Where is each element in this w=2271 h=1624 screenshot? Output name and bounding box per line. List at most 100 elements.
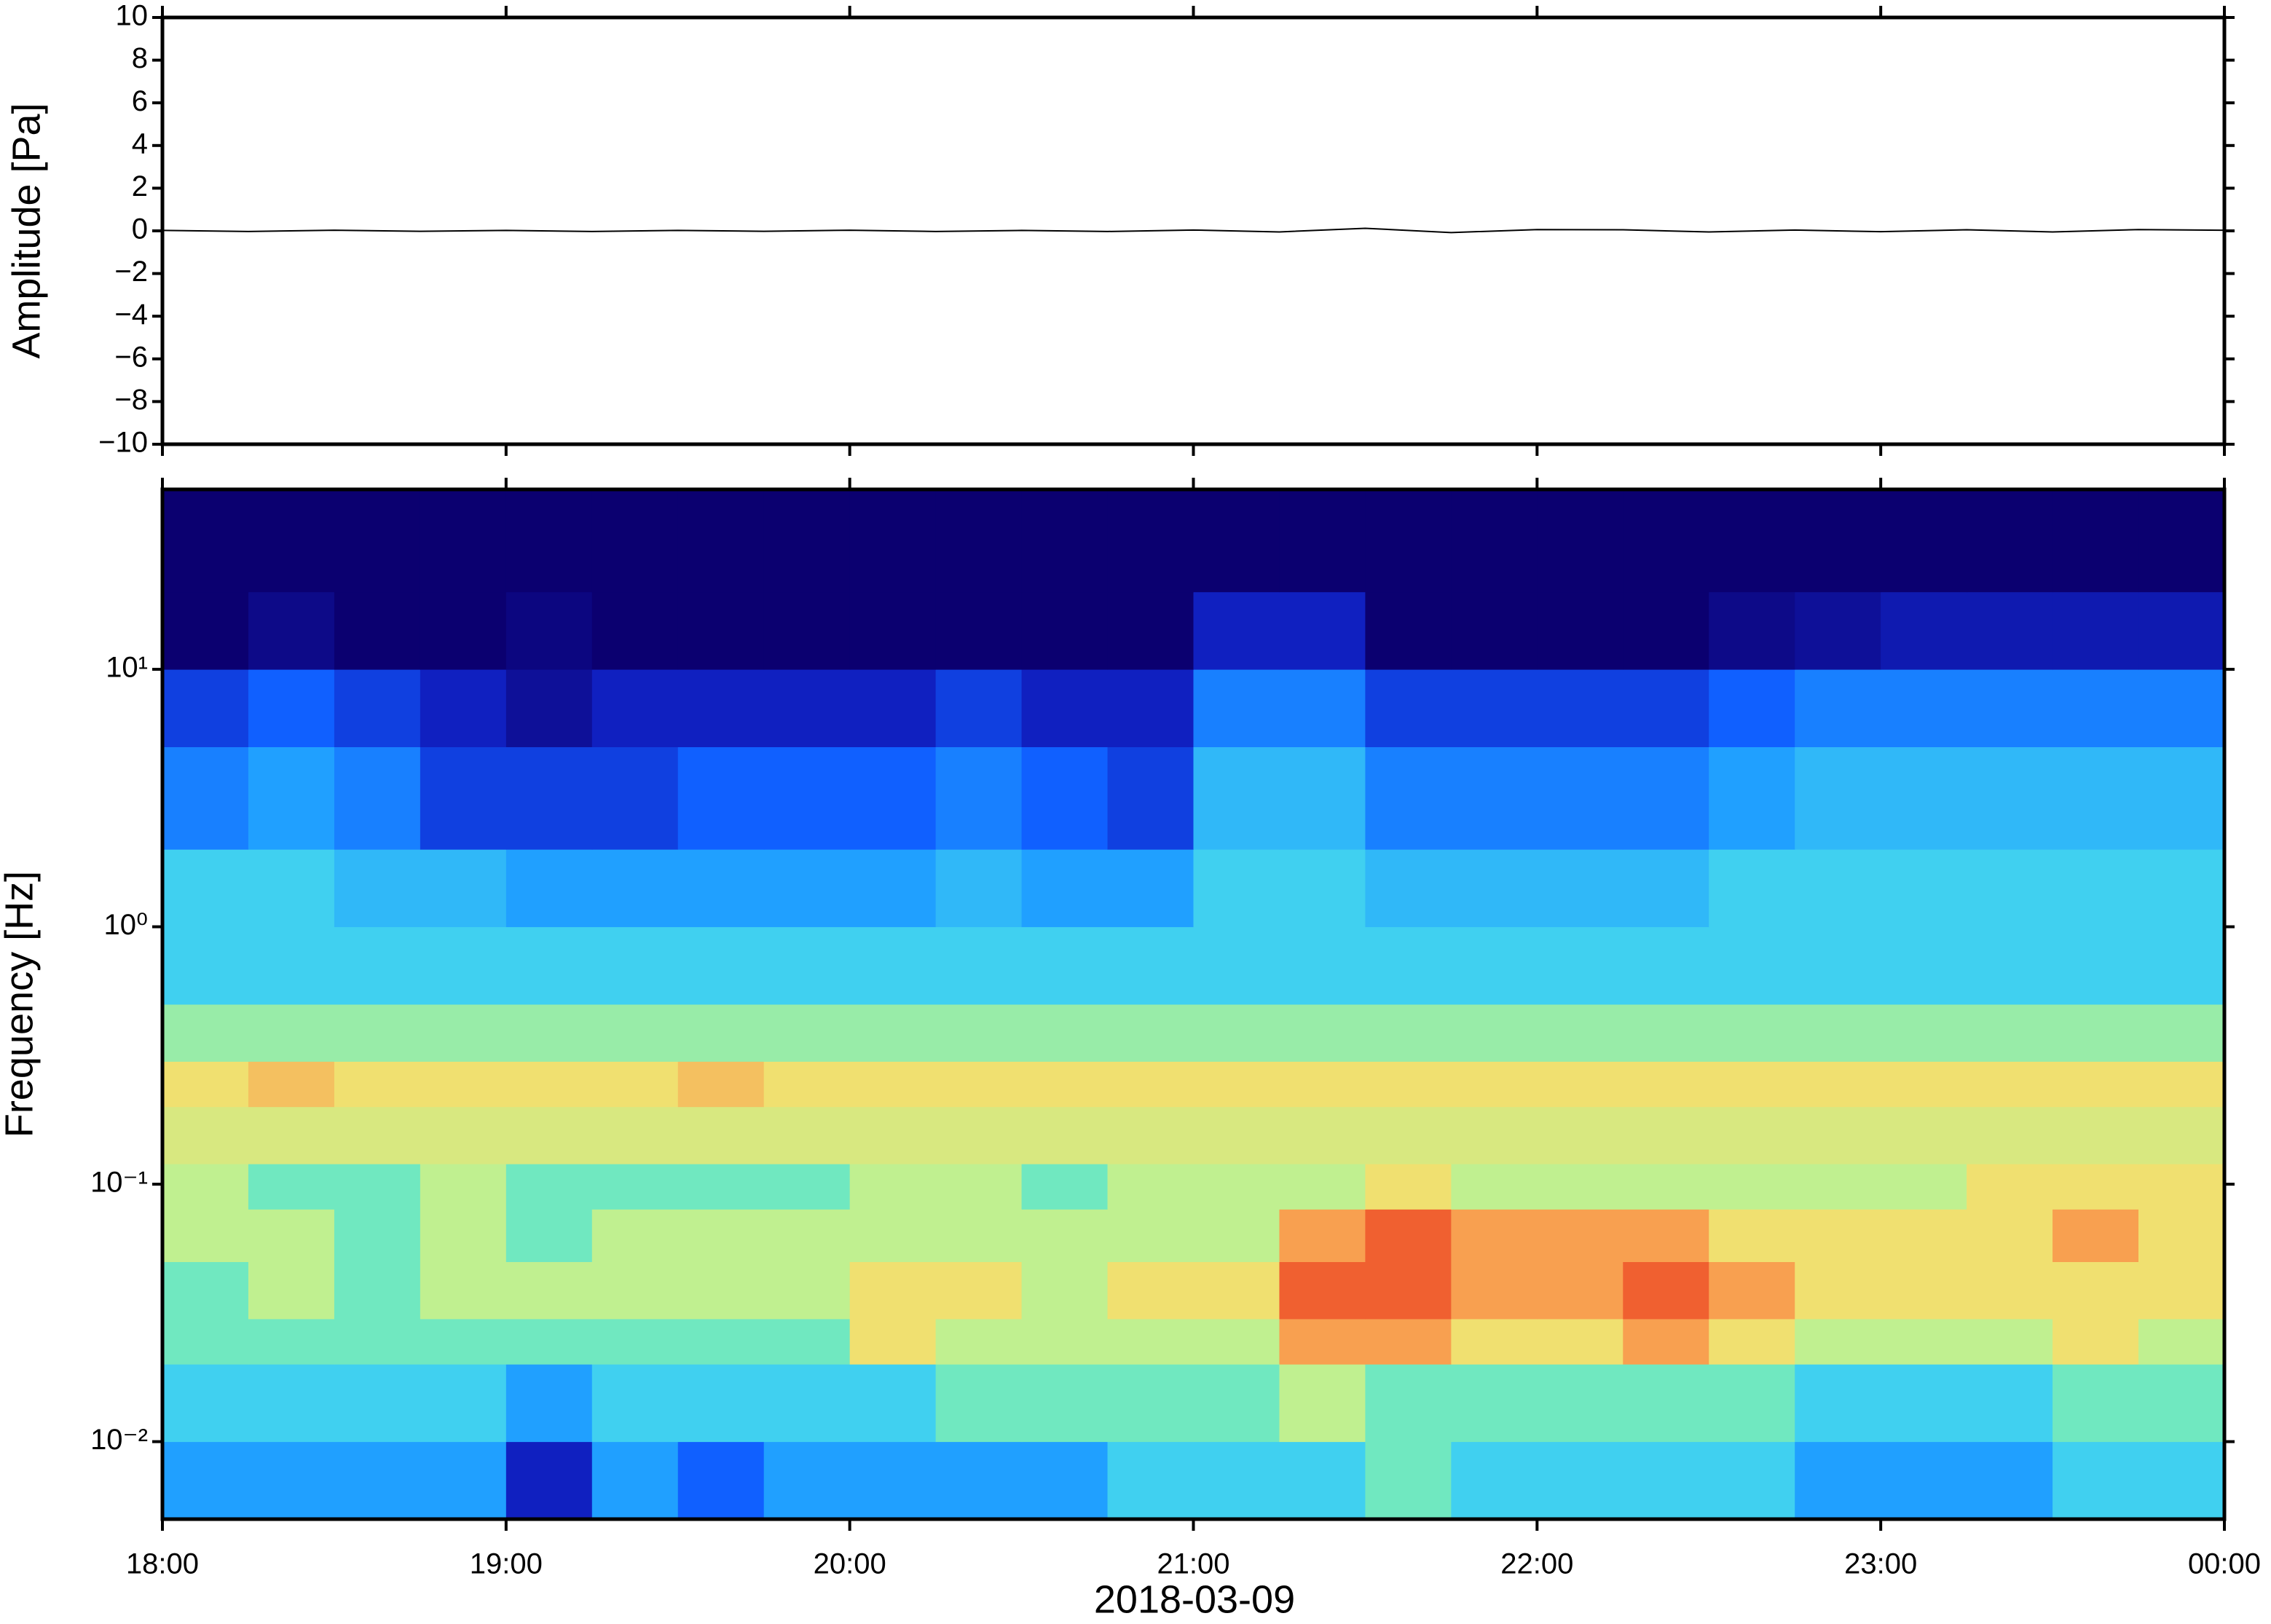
spectrogram-cell (2052, 1004, 2139, 1062)
spectrogram-cell (420, 1261, 507, 1320)
spectrogram-cell (1623, 1318, 1709, 1365)
spectrogram-cell (1967, 1364, 2053, 1443)
spectrogram-cell (1795, 1261, 1881, 1320)
spectrogram-cell (677, 849, 765, 928)
spectrogram-cell (849, 1261, 937, 1320)
spectrogram-cell (505, 669, 593, 747)
spectrogram-cell (2052, 1441, 2139, 1520)
spectrogram-cell (591, 1318, 679, 1365)
spectrogram-cell (334, 926, 421, 1005)
spectrogram-cell (2138, 1364, 2225, 1443)
spectrogram-cell (935, 1004, 1023, 1062)
spectrogram-cell (1537, 1441, 1623, 1520)
spectrogram-cell (505, 591, 593, 670)
spectrogram-cell (1107, 1061, 1194, 1108)
spectrogram-cell (1537, 926, 1623, 1005)
spectrogram-cell (505, 1441, 593, 1520)
spectrogram-cell (1107, 591, 1194, 670)
spectrogram-cell (1881, 1164, 1967, 1210)
spectrogram-cell (248, 1261, 335, 1320)
spectrogram-cell (2138, 1318, 2225, 1365)
spectrogram-cell (1021, 1106, 1109, 1164)
spectrogram-cell (505, 1261, 593, 1320)
spectrogram-cell (1365, 1106, 1452, 1164)
spectrogram-cell (1709, 1441, 1795, 1520)
spectrogram-cell (1365, 1318, 1452, 1365)
spectrogram-cell (677, 1209, 765, 1262)
spectrogram-cell (591, 1364, 679, 1443)
spectrogram-cell (1709, 1061, 1795, 1108)
spectrogram-cell (1021, 1061, 1109, 1108)
spectrogram-cell (1709, 926, 1795, 1005)
spectrogram-cell (1107, 926, 1194, 1005)
spectrogram-cell (935, 489, 1023, 593)
spectrogram-cell (1709, 1106, 1795, 1164)
spectrogram-cell (1537, 746, 1623, 850)
spectrogram-cell (1021, 849, 1109, 928)
spectrogram-cell (1451, 1364, 1538, 1443)
spectrogram-cell (1537, 1209, 1623, 1262)
spectrogram-cell (677, 489, 765, 593)
spectrogram-cell (1107, 489, 1194, 593)
spectrogram-cell (505, 1209, 593, 1262)
x-axis-label: 2018-03-09 (1094, 1577, 1295, 1621)
spectrogram-cell (1365, 489, 1452, 593)
spectrogram-cell (2138, 1106, 2225, 1164)
spectrogram-cell (763, 1061, 851, 1108)
spectrogram-cell (1365, 669, 1452, 747)
spectrogram-cell (1967, 1164, 2053, 1210)
spectrogram-cell (1623, 926, 1709, 1005)
spectrogram-cell (1193, 1441, 1280, 1520)
spectrogram-cell (1709, 746, 1795, 850)
spectrogram-cell (1451, 1318, 1538, 1365)
spectrogram-cell (1881, 669, 1967, 747)
spectrogram-cell (591, 1164, 679, 1210)
spectrogram-cell (334, 669, 421, 747)
spectrogram-cell (420, 746, 507, 850)
spectrogram-cell (677, 1318, 765, 1365)
spectrogram-cell (1107, 1209, 1194, 1262)
spectrogram-cell (1709, 591, 1795, 670)
spectrogram-cell (162, 591, 249, 670)
spectrogram-cell (162, 1364, 249, 1443)
spectrogram-cell (334, 1106, 421, 1164)
spectrogram-cell (1365, 1261, 1452, 1320)
spectrogram-cell (1193, 746, 1280, 850)
spectrogram-cell (248, 1106, 335, 1164)
spectrogram-cell (1795, 1209, 1881, 1262)
x-tick-label: 00:00 (2188, 1548, 2261, 1580)
spectrogram-cell (1193, 1061, 1280, 1108)
spectrogram-cell (1795, 746, 1881, 850)
spectrogram-cell (677, 1364, 765, 1443)
spectrogram-cell (1279, 1261, 1366, 1320)
spectrogram-cell (591, 849, 679, 928)
spectrogram-cell (1365, 1364, 1452, 1443)
spectrogram-cell (1021, 926, 1109, 1005)
spectrogram-cell (2138, 1164, 2225, 1210)
spectrogram-cell (849, 1164, 937, 1210)
spectrogram-cell (677, 669, 765, 747)
spectrogram-cell (1021, 1209, 1109, 1262)
spectrogram-cell (420, 926, 507, 1005)
spectrogram-cell (162, 849, 249, 928)
spectrogram-cell (591, 1209, 679, 1262)
spectrogram-cell (162, 926, 249, 1005)
spectrogram-cell (849, 1106, 937, 1164)
spectrogram-cell (1881, 1364, 1967, 1443)
spectrogram-cell (591, 1441, 679, 1520)
spectrogram-cell (1709, 489, 1795, 593)
x-tick-label: 21:00 (1157, 1548, 1229, 1580)
spectrogram-cell (1881, 1318, 1967, 1365)
spectrogram-cell (248, 591, 335, 670)
spectrogram-cell (677, 1261, 765, 1320)
spectrogram-cell (849, 1004, 937, 1062)
spectrogram-cell (1881, 1261, 1967, 1320)
spectrogram-cell (1623, 1209, 1709, 1262)
spectrogram-cell (505, 489, 593, 593)
spectrogram-cell (1193, 1004, 1280, 1062)
spectrogram-cell (2052, 746, 2139, 850)
spectrogram-cell (2052, 489, 2139, 593)
spectrogram-cell (1709, 669, 1795, 747)
waveform (162, 227, 2225, 234)
spectrogram-cell (1107, 746, 1194, 850)
